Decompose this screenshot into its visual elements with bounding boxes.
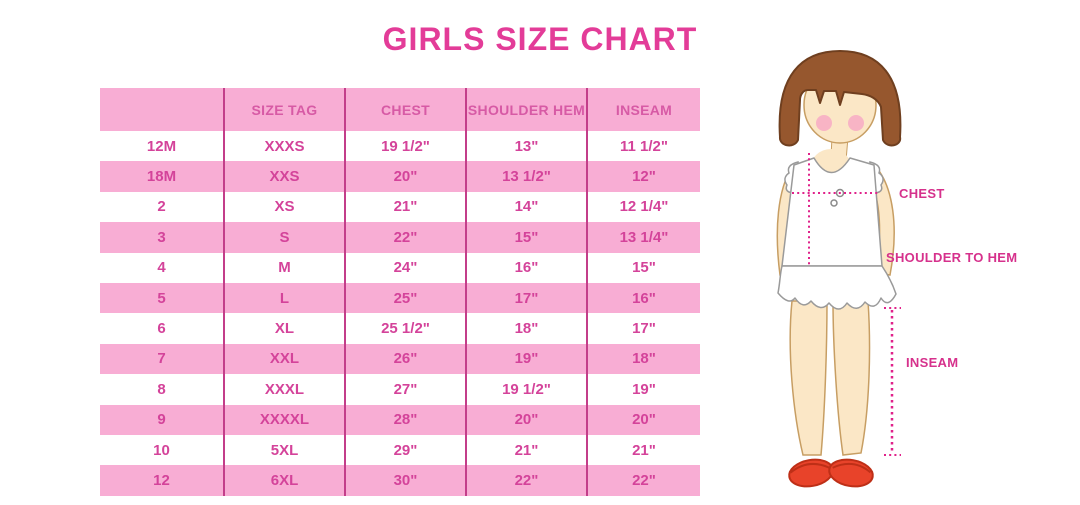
table-cell: L — [223, 282, 344, 314]
left-shoe — [788, 458, 834, 488]
table-cell: 18M — [146, 168, 177, 186]
table-cell: 13" — [465, 131, 586, 162]
table-cell: 17" — [465, 282, 586, 314]
size-table-body: 12M XXXS 19 1/2" 13" 11 1/2" 18M XXS 20" 13 1/2"… — [100, 131, 700, 496]
page-title: GIRLS SIZE CHART — [382, 21, 698, 57]
table-cell: 13 1/2" — [465, 161, 586, 192]
header-cell-size-tag: SIZE TAG — [223, 88, 344, 131]
girl-illustration — [776, 50, 902, 488]
table-cell: 22" — [344, 222, 465, 253]
size-table: SIZE TAG CHEST SHOULDER HEM INSEAM 12M XX… — [100, 88, 700, 496]
table-row: 12 6XL 30" 22" 22" — [100, 465, 700, 496]
table-row: 9 XXXXL 28" 20" 20" — [100, 404, 700, 435]
shoulder-to-hem-label: SHOULDER TO HEM — [886, 250, 1018, 265]
table-cell: S — [223, 222, 344, 253]
table-cell: XXS — [223, 161, 344, 192]
table-row: 4 M 24" 16" 15" — [100, 252, 700, 283]
table-cell: 18" — [586, 343, 700, 375]
table-cell: 22" — [586, 465, 700, 496]
table-cell: 27" — [344, 374, 465, 405]
dress-skirt — [777, 265, 897, 310]
inseam-label: INSEAM — [906, 355, 959, 370]
table-row: 8 XXXL 27" 19 1/2" 19" — [100, 374, 700, 405]
table-cell: 4 — [157, 259, 166, 277]
table-cell: 12 — [153, 471, 170, 489]
table-row: 3 S 22" 15" 13 1/4" — [100, 222, 700, 253]
table-cell: 6 — [157, 320, 166, 338]
table-cell: 21" — [344, 191, 465, 223]
table-cell: 2 — [157, 198, 166, 216]
inseam-measure-line — [884, 307, 901, 456]
chest-label: CHEST — [899, 186, 945, 201]
table-cell: XL — [223, 313, 344, 344]
table-cell: 5 — [157, 289, 166, 307]
table-cell: 21" — [586, 434, 700, 466]
hair — [778, 50, 902, 147]
table-cell: XXXS — [223, 131, 344, 162]
size-table-header-row: SIZE TAG CHEST SHOULDER HEM INSEAM — [100, 88, 700, 131]
table-cell: 5XL — [223, 434, 344, 466]
table-row: 5 L 25" 17" 16" — [100, 282, 700, 314]
table-cell: 15" — [465, 222, 586, 253]
header-cell-chest: CHEST — [344, 88, 465, 131]
header-cell-shoulder-hem: SHOULDER HEM — [465, 88, 586, 131]
table-cell: 25 1/2" — [344, 313, 465, 344]
table-cell: 19" — [465, 343, 586, 375]
table-row: 2 XS 21" 14" 12 1/4" — [100, 191, 700, 223]
header-cell-size — [100, 88, 223, 131]
table-cell: 20" — [465, 404, 586, 435]
table-cell: 25" — [344, 282, 465, 314]
left-blush — [816, 115, 832, 131]
table-cell: XS — [223, 191, 344, 223]
table-row: 6 XL 25 1/2" 18" 17" — [100, 313, 700, 344]
table-cell: 19" — [586, 374, 700, 405]
table-cell: 28" — [344, 404, 465, 435]
table-cell: XXXL — [223, 374, 344, 405]
table-cell: 16" — [586, 282, 700, 314]
table-cell: 8 — [157, 380, 166, 398]
dress-bodice — [781, 157, 883, 267]
table-cell: 17" — [586, 313, 700, 344]
table-cell: 24" — [344, 252, 465, 283]
table-cell: 6XL — [223, 465, 344, 496]
table-cell: 18" — [465, 313, 586, 344]
table-cell: 7 — [157, 350, 166, 368]
table-cell: 9 — [157, 411, 166, 429]
table-cell: 3 — [157, 228, 166, 246]
table-cell: 14" — [465, 191, 586, 223]
table-cell: 12 1/4" — [586, 191, 700, 223]
table-cell: 22" — [465, 465, 586, 496]
table-row: 10 5XL 29" 21" 21" — [100, 434, 700, 466]
dress-button — [830, 199, 838, 207]
table-cell: 26" — [344, 343, 465, 375]
table-cell: 19 1/2" — [344, 131, 465, 162]
table-row: 12M XXXS 19 1/2" 13" 11 1/2" — [100, 131, 700, 162]
table-cell: 12M — [146, 137, 177, 155]
table-cell: 21" — [465, 434, 586, 466]
right-blush — [848, 115, 864, 131]
table-cell: XXL — [223, 343, 344, 375]
table-cell: 12" — [586, 161, 700, 192]
table-cell: 15" — [586, 252, 700, 283]
right-leg — [832, 300, 871, 456]
table-cell: 20" — [344, 161, 465, 192]
left-leg — [789, 300, 828, 456]
table-row: 18M XXS 20" 13 1/2" 12" — [100, 161, 700, 192]
table-cell: 16" — [465, 252, 586, 283]
table-cell: 20" — [586, 404, 700, 435]
header-cell-inseam: INSEAM — [586, 88, 700, 131]
table-cell: 30" — [344, 465, 465, 496]
table-cell: 13 1/4" — [586, 222, 700, 253]
table-cell: 19 1/2" — [465, 374, 586, 405]
table-cell: M — [223, 252, 344, 283]
right-shoe — [828, 458, 874, 488]
table-cell: 11 1/2" — [586, 131, 700, 162]
table-cell: 29" — [344, 434, 465, 466]
table-cell: XXXXL — [223, 404, 344, 435]
table-cell: 10 — [153, 441, 170, 459]
table-row: 7 XXL 26" 19" 18" — [100, 343, 700, 375]
